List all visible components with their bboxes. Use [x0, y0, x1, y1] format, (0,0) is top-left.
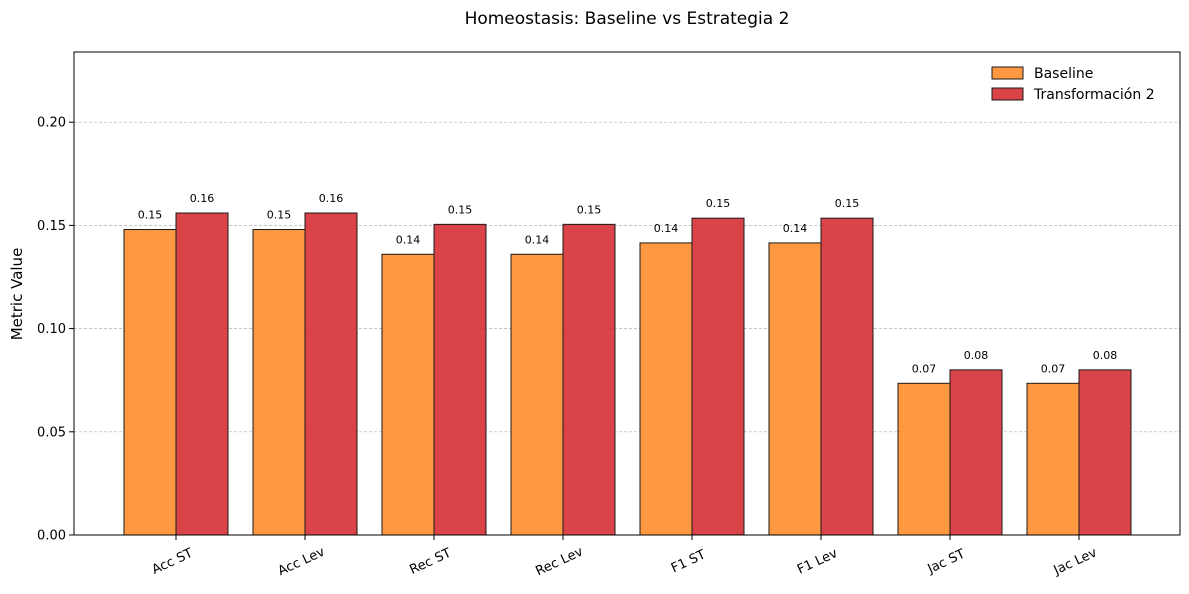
bar-baseline-2	[252, 229, 306, 536]
bar-transformacion-5	[691, 217, 745, 536]
data-label: 0.15	[835, 197, 860, 210]
x-axis: Acc ST Acc Lev Rec ST Rec Lev F1 ST F1 Lev Jac…	[150, 535, 1100, 579]
bar-baseline-6	[768, 242, 822, 536]
x-tick-label: Acc Lev	[276, 544, 328, 579]
data-label: 0.15	[577, 203, 602, 216]
y-axis-label: Metric Value	[8, 248, 26, 341]
plot-frame	[73, 51, 1181, 536]
bar-baseline-5	[639, 242, 693, 536]
legend-label: Baseline	[1034, 66, 1093, 82]
x-tick-label: Acc ST	[150, 546, 196, 578]
bars	[123, 212, 1132, 536]
data-label: 0.07	[1041, 362, 1066, 375]
legend-swatch	[991, 66, 1024, 80]
legend-label: Transformación 2	[1033, 87, 1155, 103]
bar-baseline-4	[510, 253, 564, 536]
y-tick-label: 0.15	[37, 219, 66, 234]
x-tick-label: Rec Lev	[533, 544, 585, 579]
bar-transformacion-3	[433, 223, 487, 536]
y-tick-label: 0.05	[37, 425, 66, 440]
data-label: 0.14	[654, 222, 679, 235]
x-tick-label: Jac Lev	[1051, 545, 1100, 578]
data-label: 0.16	[319, 192, 344, 205]
data-label: 0.16	[190, 192, 215, 205]
chart-title: Homeostasis: Baseline vs Estrategia 2	[465, 9, 790, 29]
y-tick-label: 0.10	[37, 322, 66, 337]
x-tick-label: Rec ST	[407, 546, 453, 578]
gridlines	[74, 121, 1180, 433]
data-label: 0.07	[912, 362, 937, 375]
y-tick-label: 0.20	[37, 116, 66, 131]
bar-transformacion-2	[304, 212, 358, 536]
data-label: 0.08	[1093, 349, 1118, 362]
legend: Baseline Transformación 2	[991, 66, 1155, 103]
data-label: 0.15	[706, 197, 731, 210]
data-labels: 0.15 0.16 0.15 0.16 0.14 0.15 0.14 0.15 0.14 0.15…	[138, 192, 1118, 375]
bar-baseline-1	[123, 229, 177, 536]
y-axis: 0.00 0.05 0.10 0.15 0.20	[37, 116, 74, 544]
data-label: 0.15	[448, 203, 473, 216]
bar-transformacion-8	[1078, 369, 1132, 536]
bar-baseline-8	[1026, 382, 1080, 536]
y-tick-label: 0.00	[37, 529, 66, 544]
data-label: 0.14	[783, 222, 808, 235]
data-label: 0.14	[525, 233, 550, 246]
x-tick-label: F1 Lev	[795, 546, 840, 578]
data-label: 0.15	[138, 209, 163, 222]
bar-baseline-3	[381, 253, 435, 536]
bar-transformacion-4	[562, 223, 616, 536]
bar-transformacion-6	[820, 217, 874, 536]
x-tick-label: F1 ST	[669, 547, 708, 576]
data-label: 0.08	[964, 349, 989, 362]
legend-swatch	[991, 87, 1024, 101]
bar-transformacion-1	[175, 212, 229, 536]
bar-transformacion-7	[949, 369, 1003, 536]
data-label: 0.15	[267, 209, 292, 222]
x-tick-label: Jac ST	[925, 547, 968, 578]
data-label: 0.14	[396, 233, 421, 246]
bar-baseline-7	[897, 382, 951, 536]
